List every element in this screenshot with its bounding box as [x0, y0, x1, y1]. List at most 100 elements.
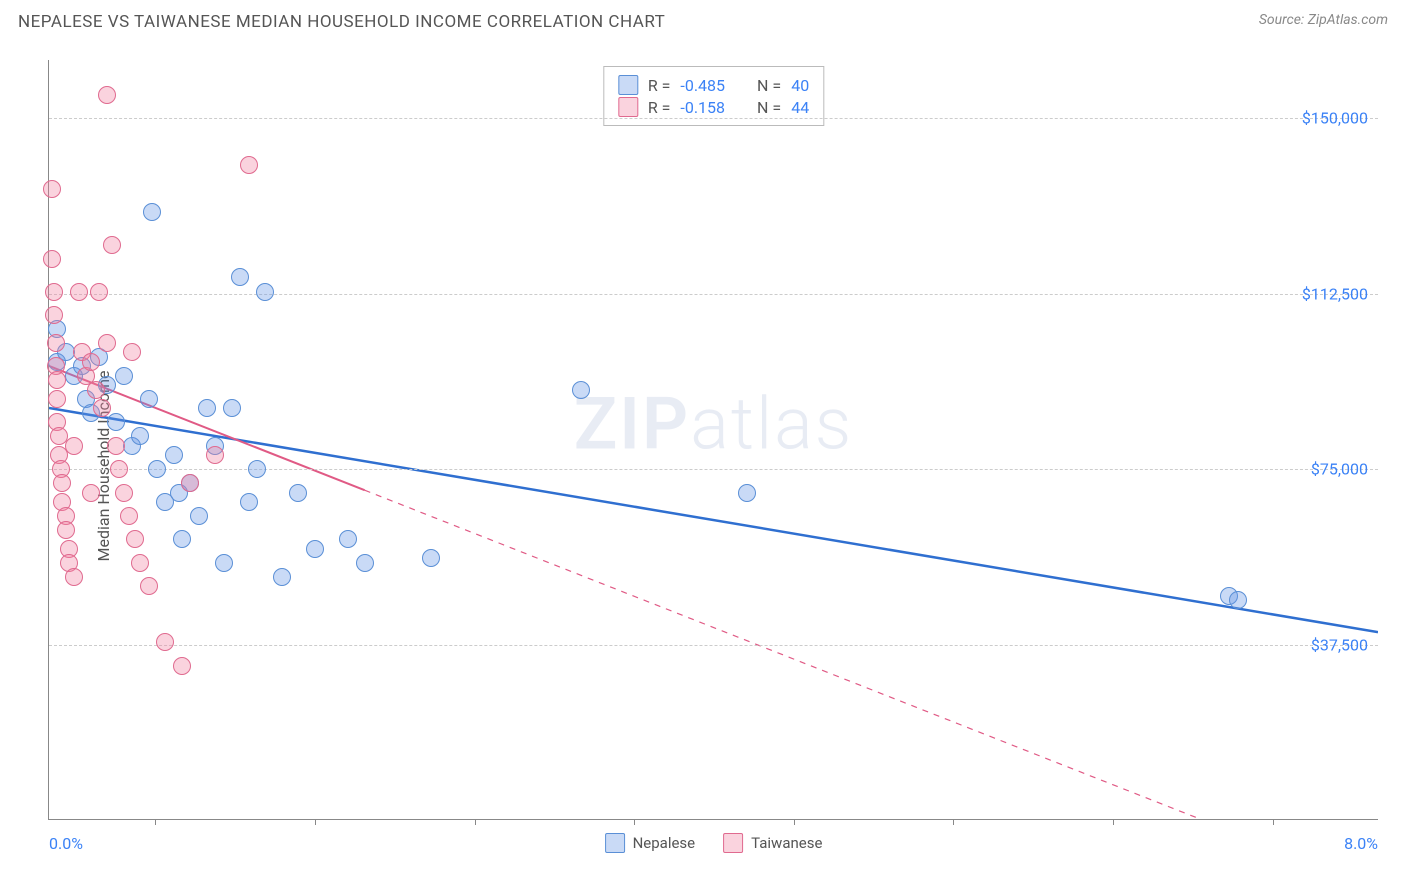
- legend-item: Taiwanese: [723, 833, 822, 853]
- data-point: [738, 484, 756, 502]
- data-point: [131, 554, 149, 572]
- data-point: [148, 460, 166, 478]
- data-point: [45, 283, 63, 301]
- data-point: [256, 283, 274, 301]
- legend-item: Nepalese: [605, 833, 696, 853]
- data-point: [273, 568, 291, 586]
- stats-legend-row: R = -0.485 N = 40: [618, 75, 809, 95]
- x-tick: [315, 819, 316, 825]
- data-point: [140, 577, 158, 595]
- data-point: [103, 236, 121, 254]
- chart-title: NEPALESE VS TAIWANESE MEDIAN HOUSEHOLD I…: [18, 12, 665, 32]
- data-point: [198, 399, 216, 417]
- legend-label: Taiwanese: [751, 834, 822, 852]
- data-point: [120, 507, 138, 525]
- data-point: [572, 381, 590, 399]
- data-point: [223, 399, 241, 417]
- data-point: [98, 86, 116, 104]
- data-point: [82, 484, 100, 502]
- y-tick-label: $112,500: [1302, 284, 1368, 303]
- data-point: [181, 474, 199, 492]
- x-tick: [475, 819, 476, 825]
- data-point: [143, 203, 161, 221]
- gridline: [49, 294, 1378, 295]
- data-point: [123, 343, 141, 361]
- data-point: [115, 367, 133, 385]
- gridline: [49, 645, 1378, 646]
- y-tick-label: $75,000: [1311, 460, 1368, 479]
- plot-area: ZIPatlas R = -0.485 N = 40 R = -0.158 N …: [48, 60, 1378, 820]
- data-point: [356, 554, 374, 572]
- data-point: [43, 180, 61, 198]
- stats-legend-row: R = -0.158 N = 44: [618, 97, 809, 117]
- watermark: ZIPatlas: [574, 382, 854, 467]
- stat-r-value: -0.158: [680, 98, 725, 117]
- data-point: [90, 283, 108, 301]
- data-point: [70, 283, 88, 301]
- x-tick: [1113, 819, 1114, 825]
- data-point: [165, 446, 183, 464]
- data-point: [206, 446, 224, 464]
- data-point: [98, 334, 116, 352]
- stat-n-value: 40: [791, 76, 809, 95]
- x-tick: [634, 819, 635, 825]
- data-point: [93, 399, 111, 417]
- legend-swatch: [723, 833, 743, 853]
- chart-container: Median Household Income ZIPatlas R = -0.…: [0, 40, 1406, 892]
- data-point: [53, 474, 71, 492]
- data-point: [306, 540, 324, 558]
- data-point: [173, 657, 191, 675]
- series-legend: Nepalese Taiwanese: [605, 833, 823, 853]
- stat-r-label: R =: [648, 76, 671, 95]
- legend-swatch: [618, 75, 638, 95]
- data-point: [240, 493, 258, 511]
- data-point: [115, 484, 133, 502]
- data-point: [57, 521, 75, 539]
- data-point: [339, 530, 357, 548]
- data-point: [47, 334, 65, 352]
- x-tick: [794, 819, 795, 825]
- data-point: [289, 484, 307, 502]
- data-point: [107, 413, 125, 431]
- data-point: [126, 530, 144, 548]
- x-tick: [155, 819, 156, 825]
- source-label: Source: ZipAtlas.com: [1259, 12, 1388, 28]
- data-point: [65, 568, 83, 586]
- data-point: [173, 530, 191, 548]
- data-point: [240, 156, 258, 174]
- data-point: [422, 549, 440, 567]
- data-point: [87, 381, 105, 399]
- x-max-label: 8.0%: [1344, 834, 1378, 853]
- data-point: [48, 371, 66, 389]
- data-point: [140, 390, 158, 408]
- data-point: [215, 554, 233, 572]
- data-point: [190, 507, 208, 525]
- data-point: [43, 250, 61, 268]
- x-tick: [953, 819, 954, 825]
- stat-n-value: 44: [791, 98, 809, 117]
- data-point: [131, 427, 149, 445]
- data-point: [248, 460, 266, 478]
- legend-swatch: [605, 833, 625, 853]
- legend-label: Nepalese: [633, 834, 696, 852]
- data-point: [1229, 591, 1247, 609]
- stat-n-label: N =: [757, 76, 781, 95]
- gridline: [49, 118, 1378, 119]
- x-tick: [1273, 819, 1274, 825]
- data-point: [45, 306, 63, 324]
- x-min-label: 0.0%: [49, 834, 83, 853]
- stats-legend: R = -0.485 N = 40 R = -0.158 N = 44: [603, 66, 824, 126]
- legend-swatch: [618, 97, 638, 117]
- data-point: [110, 460, 128, 478]
- data-point: [82, 353, 100, 371]
- stat-r-value: -0.485: [680, 76, 725, 95]
- data-point: [231, 268, 249, 286]
- data-point: [156, 633, 174, 651]
- y-tick-label: $150,000: [1302, 109, 1368, 128]
- stat-r-label: R =: [648, 98, 671, 117]
- data-point: [48, 390, 66, 408]
- data-point: [65, 437, 83, 455]
- y-tick-label: $37,500: [1311, 635, 1368, 654]
- data-point: [107, 437, 125, 455]
- stat-n-label: N =: [757, 98, 781, 117]
